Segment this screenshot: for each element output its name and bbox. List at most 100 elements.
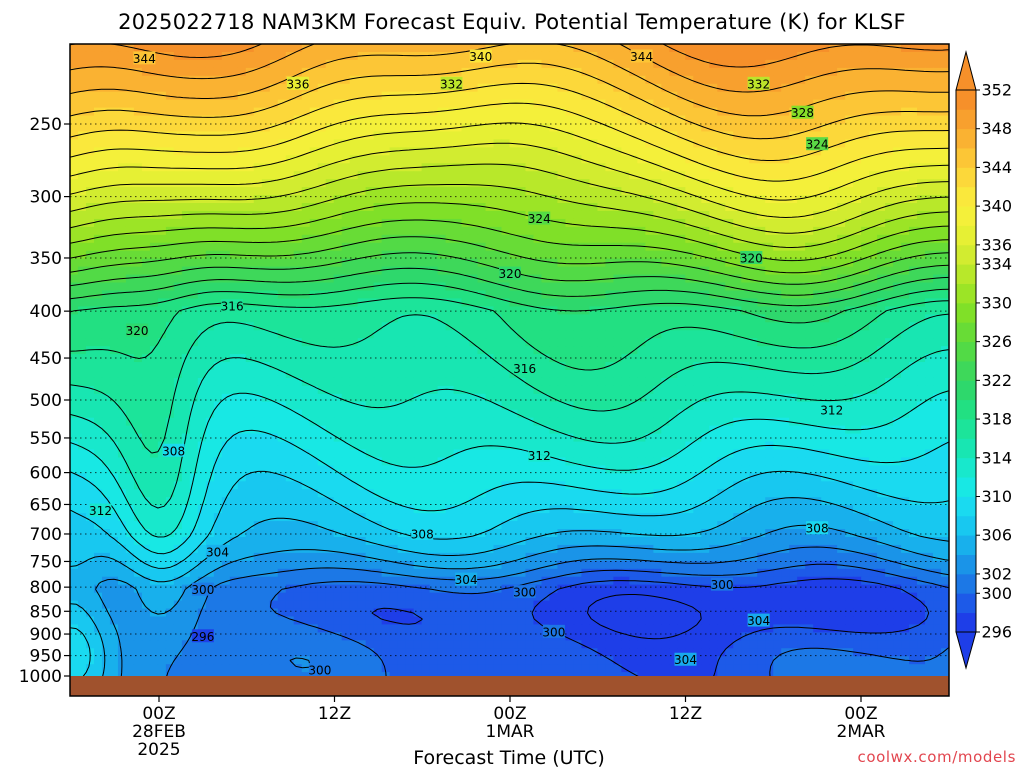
contour-band-cell xyxy=(733,187,742,196)
contour-band-cell xyxy=(517,306,527,315)
contour-band-cell xyxy=(733,370,742,379)
contour-band-cell xyxy=(685,187,694,196)
contour-band-cell xyxy=(357,401,367,411)
contour-band-cell xyxy=(677,377,686,387)
contour-band-cell xyxy=(805,338,814,347)
contour-band-cell xyxy=(485,187,495,196)
contour-band-cell xyxy=(229,266,239,276)
contour-band-cell xyxy=(741,370,750,379)
contour-band-cell xyxy=(693,163,702,172)
contour-band-cell xyxy=(541,370,551,379)
contour-band-cell xyxy=(821,298,830,307)
contour-band-cell xyxy=(365,218,375,228)
contour-band-cell xyxy=(117,346,127,355)
contour-band-cell xyxy=(253,306,263,315)
contour-band-cell xyxy=(109,385,119,395)
contour-band-cell xyxy=(605,314,614,323)
contour-band-cell xyxy=(869,131,878,141)
contour-band-cell xyxy=(773,338,782,347)
contour-band-cell xyxy=(917,274,926,284)
contour-band-cell xyxy=(861,67,870,77)
contour-band-cell xyxy=(829,131,838,141)
contour-band-cell xyxy=(573,171,583,180)
contour-band-cell xyxy=(621,179,630,188)
contour-band-cell xyxy=(893,115,902,125)
contour-band-cell xyxy=(669,195,678,204)
contour-band-cell xyxy=(85,163,95,172)
contour-band-cell xyxy=(197,131,207,141)
contour-band-cell xyxy=(117,203,127,212)
contour-band-cell xyxy=(805,250,814,260)
contour-band-cell xyxy=(389,385,399,395)
contour-band-cell xyxy=(525,75,535,85)
contour-band-cell xyxy=(109,51,119,61)
contour-band-cell xyxy=(701,171,710,180)
contour-band-cell xyxy=(157,306,167,315)
contour-band-cell xyxy=(661,107,670,117)
contour-band-cell xyxy=(109,250,119,260)
contour-band-cell xyxy=(773,330,782,339)
contour-band-cell xyxy=(469,258,479,268)
contour-band-cell xyxy=(333,179,343,188)
contour-band-cell xyxy=(581,290,591,300)
contour-band-cell xyxy=(125,250,135,260)
contour-band-cell xyxy=(261,203,271,212)
contour-band-cell xyxy=(133,210,143,220)
contour-band-cell xyxy=(461,377,471,387)
contour-band-cell xyxy=(621,370,630,379)
contour-band-cell xyxy=(869,354,878,363)
contour-band-cell xyxy=(589,210,598,220)
contour-band-cell xyxy=(341,67,351,77)
contour-band-cell xyxy=(461,203,471,212)
contour-band-cell xyxy=(493,83,503,93)
contour-band-cell xyxy=(733,393,742,403)
contour-band-cell xyxy=(333,83,343,93)
contour-band-cell xyxy=(77,195,87,204)
contour-band-cell xyxy=(149,210,159,220)
contour-band-cell xyxy=(829,155,838,164)
contour-band-cell xyxy=(853,131,862,141)
contour-band-cell xyxy=(893,99,902,109)
contour-band-cell xyxy=(261,346,271,355)
contour-band-cell xyxy=(293,234,303,244)
contour-band-cell xyxy=(213,393,223,403)
contour-band-cell xyxy=(301,322,311,331)
contour-band-cell xyxy=(405,83,415,93)
contour-band-cell xyxy=(349,131,359,141)
contour-band-cell xyxy=(509,314,519,323)
contour-band-cell xyxy=(93,171,103,180)
contour-band-cell xyxy=(941,290,949,300)
contour-band-cell xyxy=(437,44,447,53)
contour-band-cell xyxy=(717,99,726,109)
contour-band-cell xyxy=(653,155,662,164)
contour-band-cell xyxy=(389,67,399,77)
contour-band-cell xyxy=(821,393,830,403)
contour-band-cell xyxy=(773,234,782,244)
contour-band-cell xyxy=(221,362,231,371)
contour-band-cell xyxy=(661,393,670,403)
contour-band-cell xyxy=(893,338,902,347)
contour-band-cell xyxy=(493,282,503,292)
contour-band-cell xyxy=(853,330,862,339)
contour-band-cell xyxy=(525,354,535,363)
contour-band-cell xyxy=(709,131,718,141)
contour-band-cell xyxy=(309,179,319,188)
contour-band-cell xyxy=(333,266,343,276)
contour-band-cell xyxy=(645,187,654,196)
contour-band-cell xyxy=(93,131,103,141)
contour-band-cell xyxy=(301,115,311,125)
contour-band-cell xyxy=(845,234,854,244)
contour-band-cell xyxy=(645,258,654,268)
contour-band-cell xyxy=(789,226,798,236)
contour-band-cell xyxy=(741,203,750,212)
contour-band-cell xyxy=(445,210,455,220)
contour-band-cell xyxy=(725,195,734,204)
contour-band-cell xyxy=(325,91,335,101)
contour-band-cell xyxy=(413,195,423,204)
contour-band-cell xyxy=(149,242,159,252)
contour-band-cell xyxy=(925,258,934,268)
contour-band-cell xyxy=(685,107,694,117)
contour-band-cell xyxy=(157,147,167,156)
contour-band-cell xyxy=(325,250,335,260)
contour-band-cell xyxy=(853,290,862,300)
